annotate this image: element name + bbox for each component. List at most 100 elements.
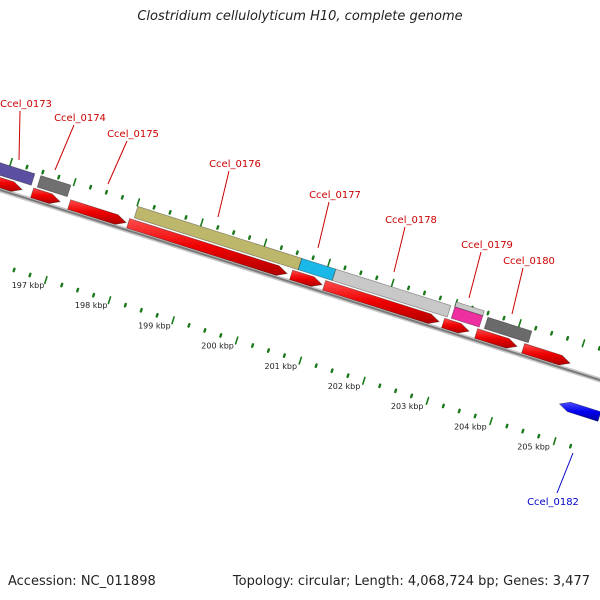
scale-label: 204 kbp bbox=[454, 422, 487, 431]
scale-label: 199 kbp bbox=[138, 321, 171, 330]
outer-tick bbox=[279, 245, 283, 251]
outer-tick bbox=[72, 178, 77, 187]
outer-tick bbox=[136, 198, 141, 207]
gene-leader-line bbox=[54, 124, 75, 171]
inner-tick bbox=[12, 267, 16, 273]
outer-tick bbox=[104, 189, 109, 195]
cds-arrow bbox=[67, 199, 127, 225]
scale-labels: 197 kbp 198 kbp 199 kbp 200 kbp 201 kbp 202 k… bbox=[12, 281, 550, 452]
outer-tick bbox=[390, 278, 395, 288]
scale-label: 201 kbp bbox=[264, 362, 297, 371]
gene-label: Ccel_0177 bbox=[309, 190, 361, 201]
inner-tick bbox=[425, 396, 430, 406]
outer-tick bbox=[422, 290, 427, 296]
genome-backbone bbox=[0, 187, 600, 383]
inner-tick bbox=[537, 433, 541, 439]
gene-leader-line bbox=[217, 170, 230, 218]
gene-leader-line bbox=[18, 110, 21, 161]
inner-tick bbox=[473, 413, 477, 419]
scale-label: 203 kbp bbox=[391, 402, 424, 411]
outer-tick bbox=[9, 157, 13, 167]
inner-tick-marks bbox=[12, 267, 573, 449]
inner-tick bbox=[489, 416, 493, 426]
inner-tick bbox=[394, 388, 398, 394]
scale-label: 205 kbp bbox=[517, 443, 550, 452]
inner-tick bbox=[505, 423, 509, 429]
gene-block bbox=[450, 306, 484, 328]
inner-tick bbox=[521, 428, 525, 434]
gene-label: Ccel_0175 bbox=[107, 129, 159, 140]
inner-tick bbox=[171, 316, 175, 325]
gene-label: Ccel_0179 bbox=[461, 240, 513, 251]
outer-tick bbox=[406, 285, 411, 291]
inner-tick bbox=[155, 312, 159, 318]
gene-leader-line bbox=[317, 201, 330, 249]
outer-tick bbox=[565, 335, 570, 341]
inner-tick bbox=[568, 443, 573, 449]
outer-tick bbox=[168, 209, 172, 215]
outer-tick bbox=[534, 325, 538, 331]
gene-leader-line bbox=[393, 226, 406, 273]
inner-tick bbox=[378, 383, 382, 389]
outer-tick bbox=[152, 204, 156, 210]
gene-block-cap bbox=[454, 301, 485, 317]
genome-stats-text: Topology: circular; Length: 4,068,724 bp… bbox=[232, 574, 590, 589]
inner-tick bbox=[346, 373, 350, 379]
outer-tick bbox=[25, 164, 29, 170]
inner-tick bbox=[330, 368, 334, 374]
gene-leader-line bbox=[511, 267, 524, 315]
cds-arrow bbox=[474, 328, 518, 349]
cds-arrow bbox=[521, 343, 571, 366]
cds-arrow bbox=[441, 317, 470, 334]
cds-arrow bbox=[126, 217, 288, 276]
inner-tick bbox=[139, 307, 143, 313]
cds-arrow bbox=[30, 187, 61, 204]
gene-block bbox=[0, 162, 36, 186]
inner-tick bbox=[28, 272, 32, 278]
gene-leader-line bbox=[107, 140, 128, 185]
outer-tick bbox=[438, 295, 442, 301]
inner-tick bbox=[298, 356, 303, 365]
outer-tick bbox=[502, 315, 506, 321]
inner-tick bbox=[362, 376, 366, 385]
feature-layer bbox=[0, 162, 571, 366]
gene-label: Ccel_0182 bbox=[527, 497, 579, 508]
outer-tick bbox=[518, 319, 522, 328]
inner-tick bbox=[234, 336, 239, 345]
inner-tick bbox=[409, 393, 414, 399]
gene-block bbox=[483, 316, 533, 344]
gene-leader-line bbox=[556, 452, 574, 494]
gene-block bbox=[36, 175, 72, 198]
gene-label: Ccel_0174 bbox=[54, 113, 106, 124]
outer-tick bbox=[311, 255, 315, 261]
backbone-core bbox=[0, 188, 600, 382]
gene-block bbox=[331, 268, 452, 318]
inner-tick bbox=[250, 343, 255, 348]
inner-tick bbox=[123, 302, 127, 308]
inner-tick bbox=[44, 275, 48, 285]
outer-tick bbox=[295, 250, 299, 256]
scale-label: 200 kbp bbox=[201, 342, 234, 351]
scale-label: 197 kbp bbox=[12, 281, 45, 290]
inner-tick bbox=[552, 437, 557, 446]
outer-tick bbox=[359, 270, 363, 276]
inner-tick bbox=[457, 408, 461, 414]
outer-tick bbox=[343, 265, 347, 271]
inner-tick bbox=[219, 333, 223, 338]
outer-tick bbox=[375, 275, 379, 281]
outer-tick bbox=[41, 169, 45, 175]
inner-tick bbox=[91, 292, 96, 298]
inner-tick bbox=[314, 363, 318, 369]
cds-reverse-arrow bbox=[558, 401, 600, 422]
cds-arrow bbox=[322, 280, 440, 324]
gene-label: Ccel_0180 bbox=[503, 256, 555, 267]
outer-tick-marks bbox=[9, 157, 600, 351]
cds-arrow bbox=[289, 269, 323, 287]
accession-text: Accession: NC_011898 bbox=[8, 574, 156, 589]
reverse-feature-layer bbox=[558, 401, 600, 422]
outer-tick bbox=[263, 238, 268, 247]
inner-tick bbox=[266, 348, 271, 353]
outer-tick bbox=[120, 194, 124, 200]
